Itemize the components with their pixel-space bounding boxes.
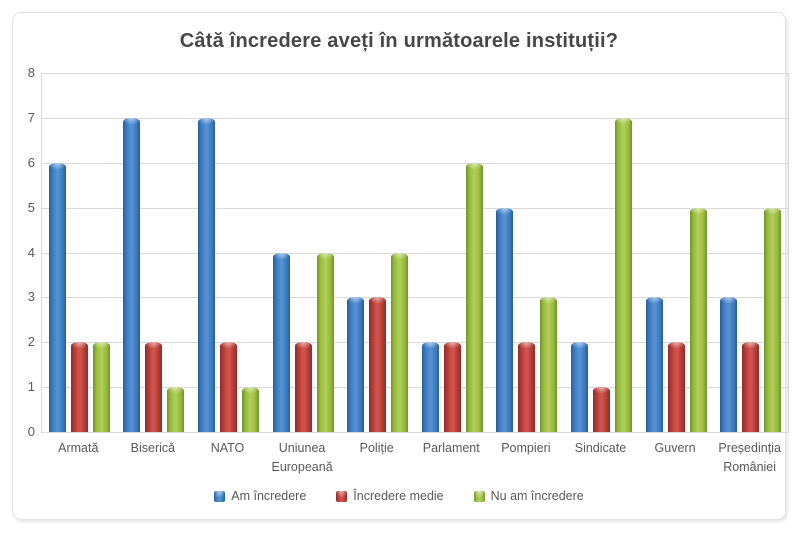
legend-swatch-series-2 — [473, 490, 485, 502]
y-tick-label: 4 — [27, 244, 35, 260]
bar-series-2 — [764, 207, 782, 432]
legend-item: Încredere medie — [336, 489, 444, 503]
gridline — [42, 387, 788, 389]
bar-series-1 — [443, 342, 461, 432]
legend-label: Am încredere — [231, 489, 307, 503]
bar-series-0 — [123, 117, 141, 432]
gridline — [42, 342, 788, 344]
bar-series-0 — [720, 297, 738, 432]
plot-area: 0 1 2 3 4 5 6 7 8 — [28, 65, 789, 439]
bar-series-0 — [421, 342, 439, 432]
bar-series-1 — [294, 342, 312, 432]
bar-series-0 — [645, 297, 663, 432]
y-tick-label: 2 — [27, 334, 35, 350]
bar-series-1 — [219, 342, 237, 432]
bar-group — [340, 73, 415, 432]
bar-series-2 — [614, 117, 632, 432]
y-tick-label: 6 — [27, 154, 35, 170]
x-axis-label: Sindicate — [574, 441, 627, 455]
gridline — [42, 162, 788, 164]
bar-series-1 — [518, 342, 536, 432]
x-axis-label: NATO — [210, 441, 245, 455]
bar-group — [415, 73, 490, 432]
bar-series-1 — [592, 387, 610, 432]
x-axis-label: Președinția României — [718, 441, 781, 474]
y-tick-label: 7 — [27, 109, 35, 125]
x-axis-label: Guvern — [654, 441, 696, 455]
chart-title: Câtă încredere aveți în următoarele inst… — [179, 30, 619, 52]
bar-series-0 — [272, 252, 290, 432]
gridline — [42, 73, 788, 74]
bar-series-2 — [92, 342, 110, 432]
bar-series-0 — [347, 297, 365, 432]
bar-series-2 — [391, 252, 409, 432]
x-axis-labels: Armată Biserică NATO Uniunea Europeană Poliț… — [41, 439, 787, 477]
legend-swatch-series-1 — [336, 490, 348, 502]
bar-series-2 — [316, 252, 334, 432]
bar-series-0 — [570, 342, 588, 432]
y-tick-label: 3 — [27, 289, 35, 305]
bar-group — [713, 73, 788, 432]
gridline — [42, 117, 788, 119]
bar-series-2 — [167, 387, 185, 432]
y-tick-label: 8 — [27, 65, 35, 80]
gridline — [42, 252, 788, 254]
bar-series-1 — [667, 342, 685, 432]
bar-series-2 — [689, 207, 707, 432]
bar-series-0 — [197, 117, 215, 432]
bar-groups — [42, 73, 788, 432]
chart-frame: Câtă încredere aveți în următoarele inst… — [12, 12, 789, 520]
bar-group — [191, 73, 266, 432]
x-axis-label: Pompieri — [501, 441, 551, 455]
x-axis-label: Parlament — [422, 441, 480, 455]
y-tick-label: 5 — [27, 199, 35, 215]
legend-item: Nu am încredere — [473, 489, 584, 503]
bar-series-0 — [496, 207, 514, 432]
x-axis-label: Poliție — [359, 441, 394, 455]
bar-series-1 — [70, 342, 88, 432]
bar-group — [564, 73, 639, 432]
gridline — [42, 207, 788, 209]
bar-series-2 — [540, 297, 558, 432]
bar-group — [117, 73, 192, 432]
x-axis-label: Uniunea Europeană — [271, 441, 333, 474]
bar-series-1 — [369, 297, 387, 432]
bar-group — [639, 73, 714, 432]
gridline — [42, 297, 788, 299]
legend-label: Încredere medie — [353, 489, 444, 503]
bar-group — [266, 73, 341, 432]
bar-series-0 — [48, 162, 66, 432]
bar-group — [42, 73, 117, 432]
bar-series-1 — [145, 342, 163, 432]
bar-series-2 — [241, 387, 259, 432]
legend-item: Am încredere — [214, 489, 306, 503]
x-axis-label: Armată — [58, 441, 99, 455]
legend-swatch-series-0 — [214, 490, 226, 502]
y-tick-label: 0 — [27, 424, 35, 439]
legend-label: Nu am încredere — [490, 489, 584, 503]
legend: Am încredere Încredere medie Nu am încrede… — [13, 489, 785, 503]
y-tick-label: 1 — [27, 379, 35, 395]
bar-group — [490, 73, 565, 432]
bar-series-2 — [465, 162, 483, 432]
x-axis-label: Biserică — [130, 441, 176, 455]
bar-series-1 — [742, 342, 760, 432]
